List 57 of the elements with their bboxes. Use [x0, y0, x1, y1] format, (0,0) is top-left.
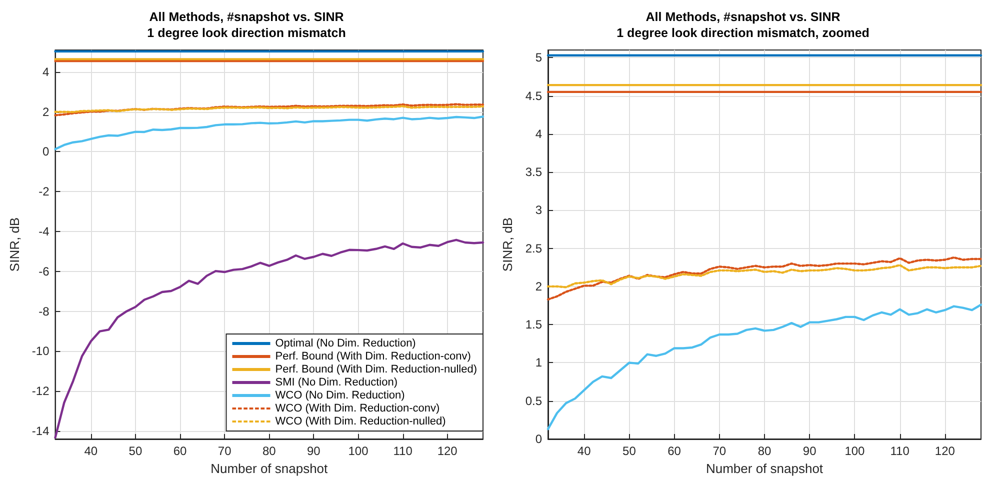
legend-label: WCO (No Dim. Reduction): [275, 390, 405, 402]
x-tick-label: 60: [173, 444, 187, 458]
chart-title: All Methods, #snapshot vs. SINR 1 degree look direction mismatch, zoomed: [616, 10, 870, 40]
line-series: [54, 116, 484, 150]
y-tick-label: 0: [42, 144, 50, 159]
y-tick-label: 5: [535, 50, 542, 65]
chart-title: All Methods, #snapshot vs. SINR 1 degree look direction mismatch: [147, 10, 346, 40]
y-axis-title: SINR, dB: [7, 217, 22, 272]
x-tick-label: 80: [758, 444, 772, 458]
y-tick-label: 4.5: [525, 88, 542, 103]
y-tick-label: 0.5: [525, 394, 542, 408]
y-tick-label: -10: [32, 344, 50, 358]
legend-label: Perf. Bound (With Dim. Reduction-conv): [275, 350, 471, 362]
legend-label: SMI (No Dim. Reduction): [275, 376, 398, 388]
x-tick-label: 70: [218, 444, 232, 458]
line-series: [546, 256, 982, 301]
legend-label: Perf. Bound (With Dim. Reduction-nulled): [275, 364, 477, 376]
legend-label: Optimal (No Dim. Reduction): [275, 338, 416, 350]
line-series: [546, 304, 982, 430]
x-tick-label: 110: [890, 444, 910, 458]
y-tick-label: 2: [42, 104, 50, 119]
x-tick-label: 50: [128, 444, 142, 458]
y-tick-label: -14: [32, 424, 50, 438]
y-axis-title: SINR, dB: [500, 217, 515, 272]
y-tick-label: 2.5: [525, 241, 542, 256]
legend-label: WCO (With Dim. Reduction-conv): [275, 402, 440, 414]
y-tick-label: 2: [535, 279, 542, 294]
x-tick-label: 110: [393, 444, 413, 458]
y-tick-label: 0: [535, 432, 542, 446]
x-tick-label: 40: [577, 444, 592, 458]
x-axis-title: Number of snapshot: [706, 460, 824, 476]
x-tick-label: 60: [668, 444, 682, 458]
y-tick-label: 3.5: [525, 165, 542, 180]
y-tick-label: -8: [38, 304, 50, 318]
x-tick-label: 70: [712, 444, 726, 458]
x-tick-label: 90: [307, 444, 321, 458]
y-tick-label: -12: [32, 384, 50, 398]
x-tick-label: 120: [934, 444, 956, 458]
line-series: [54, 103, 484, 116]
legend-label: WCO (With Dim. Reduction-nulled): [275, 416, 446, 428]
y-tick-label: -6: [38, 264, 50, 278]
y-tick-label: 4: [42, 64, 50, 79]
x-tick-label: 80: [262, 444, 276, 458]
line-series: [546, 264, 982, 288]
y-tick-label: 1: [535, 356, 542, 370]
x-tick-label: 50: [622, 444, 636, 458]
y-tick-label: -2: [38, 184, 50, 199]
y-tick-label: -4: [38, 224, 50, 239]
x-tick-label: 90: [802, 444, 817, 458]
x-axis-title: Number of snapshot: [210, 460, 328, 476]
y-tick-label: 3: [535, 203, 542, 218]
y-tick-label: 4: [535, 126, 542, 141]
x-tick-label: 40: [84, 444, 98, 458]
x-tick-label: 100: [844, 444, 866, 458]
y-tick-label: 1.5: [525, 318, 542, 332]
x-tick-label: 120: [437, 444, 458, 458]
x-tick-label: 100: [348, 444, 369, 458]
